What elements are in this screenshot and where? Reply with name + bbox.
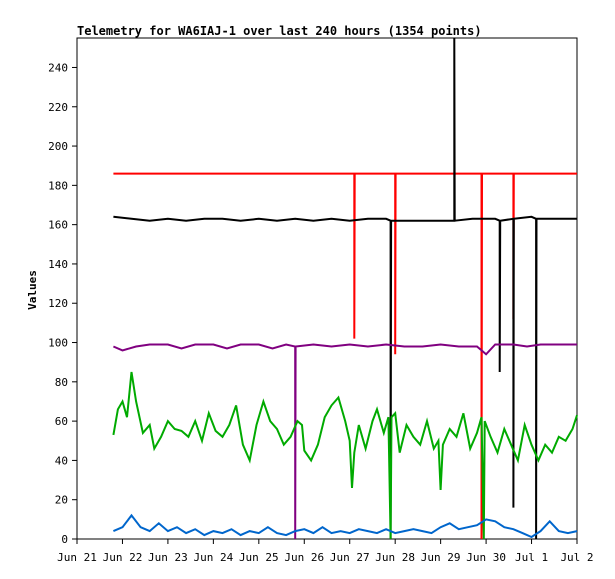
y-tick-label: 140 bbox=[48, 258, 68, 271]
x-tick-label: Jun 27 bbox=[330, 551, 370, 564]
chart-title: Telemetry for WA6IAJ-1 over last 240 hou… bbox=[77, 24, 482, 38]
x-tick-label: Jul 2 bbox=[560, 551, 593, 564]
y-tick-label: 0 bbox=[61, 533, 68, 546]
y-tick-label: 20 bbox=[55, 494, 68, 507]
y-tick-label: 120 bbox=[48, 297, 68, 310]
x-tick-label: Jun 21 bbox=[57, 551, 97, 564]
y-axis: 0 20 40 60 80 100 120 140 160 180 200 220 240 bbox=[48, 61, 77, 546]
x-tick-label: Jun 29 bbox=[421, 551, 461, 564]
series-line-1 bbox=[113, 37, 577, 540]
plot-area bbox=[76, 37, 578, 540]
x-tick-label: Jun 26 bbox=[284, 551, 324, 564]
y-tick-label: 220 bbox=[48, 101, 68, 114]
x-tick-label: Jun 23 bbox=[148, 551, 188, 564]
y-tick-label: 60 bbox=[55, 415, 68, 428]
x-axis: Jun 21 Jun 22 Jun 23 Jun 24 Jun 25 Jun 26 Jun … bbox=[57, 539, 594, 564]
y-tick-label: 80 bbox=[55, 376, 68, 389]
x-tick-label: Jun 30 bbox=[466, 551, 506, 564]
x-tick-label: Jun 28 bbox=[375, 551, 415, 564]
series-line-3 bbox=[112, 371, 578, 540]
y-tick-label: 40 bbox=[55, 454, 68, 467]
x-tick-label: Jul 1 bbox=[515, 551, 548, 564]
y-tick-label: 160 bbox=[48, 219, 68, 232]
y-tick-label: 180 bbox=[48, 179, 68, 192]
series-line-0 bbox=[113, 172, 577, 540]
x-tick-label: Jun 24 bbox=[193, 551, 233, 564]
series-line-2 bbox=[113, 343, 577, 540]
x-tick-label: Jun 25 bbox=[239, 551, 279, 564]
series-line-4 bbox=[113, 513, 578, 539]
y-tick-label: 200 bbox=[48, 140, 68, 153]
y-tick-label: 100 bbox=[48, 337, 68, 350]
series-layer bbox=[112, 37, 578, 540]
y-tick-label: 240 bbox=[48, 61, 68, 74]
y-axis-label: Values bbox=[26, 270, 39, 310]
x-tick-label: Jun 22 bbox=[103, 551, 143, 564]
